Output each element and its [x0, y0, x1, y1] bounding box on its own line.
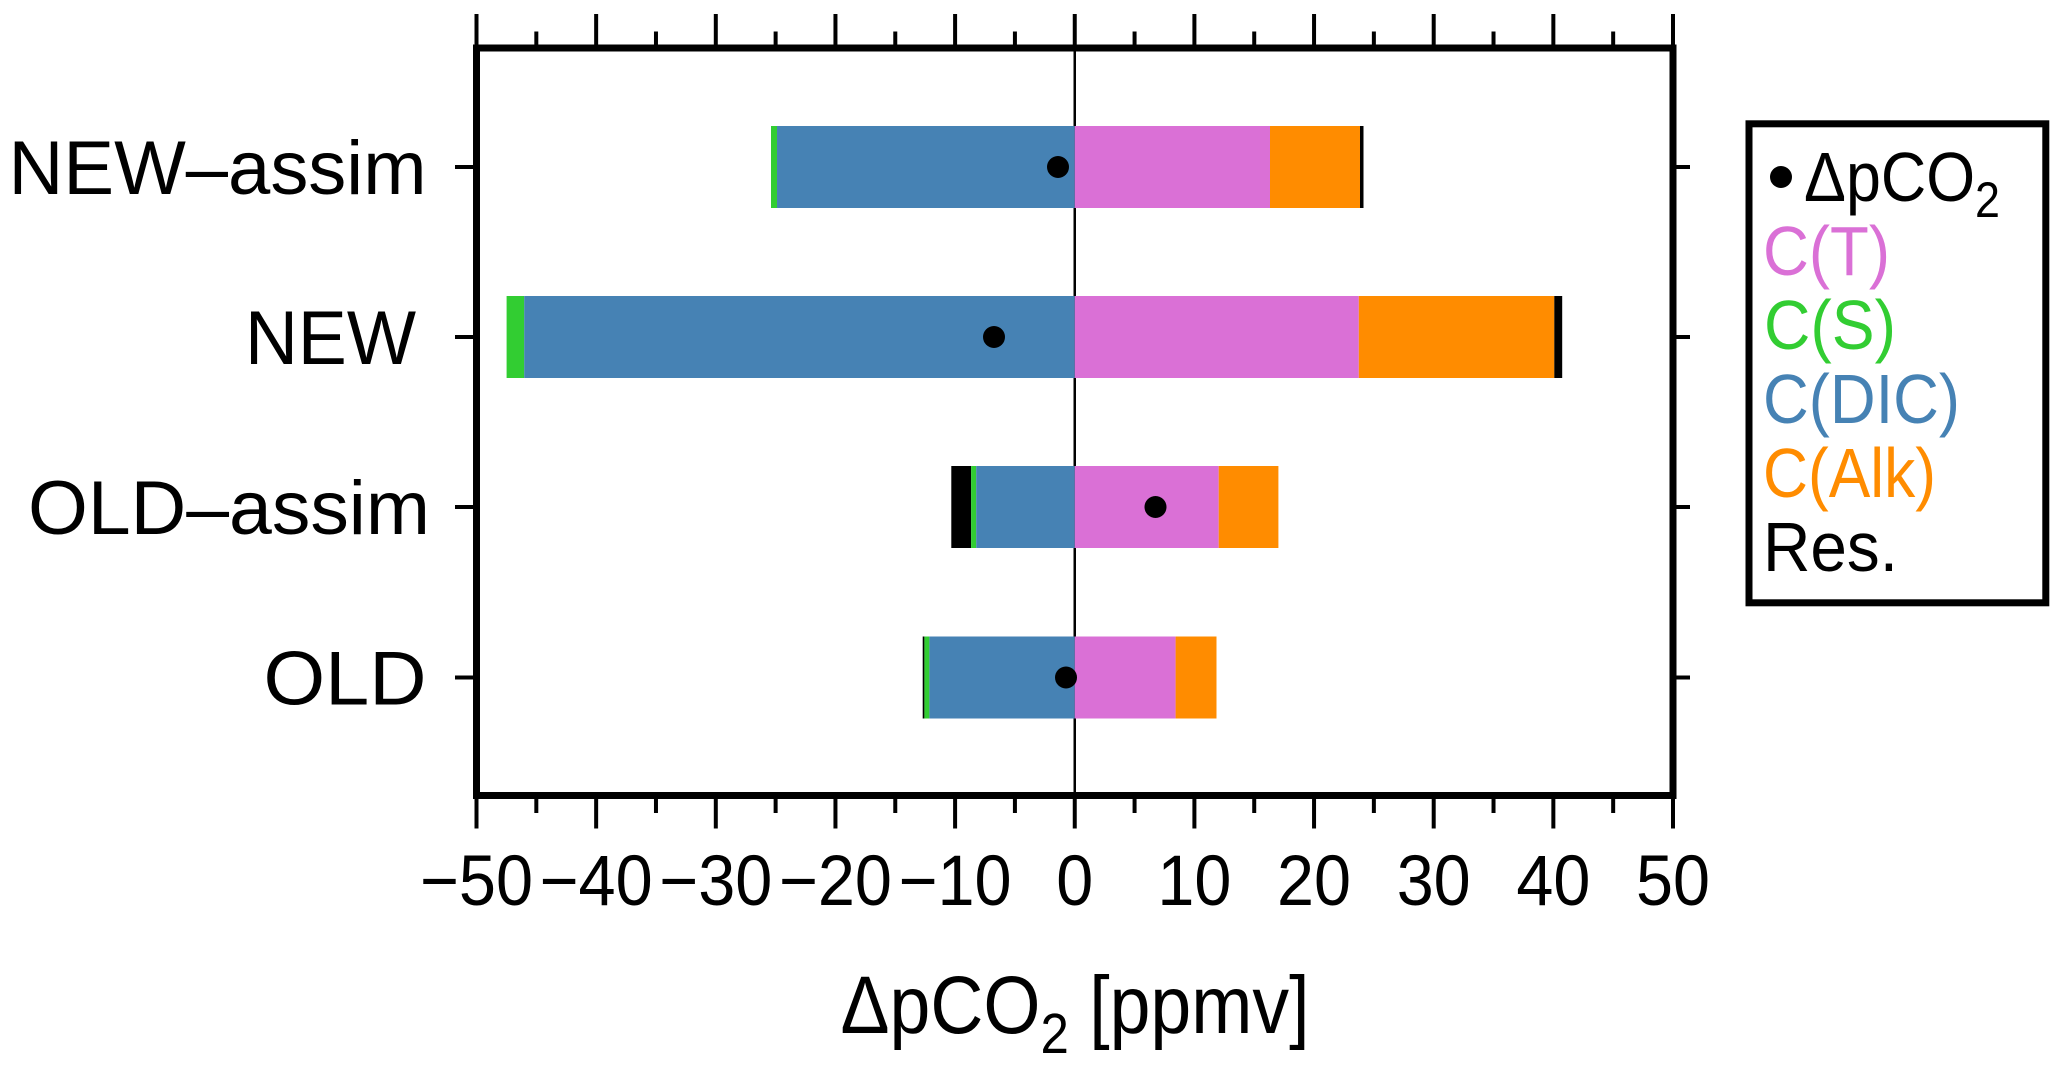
svg-text:NEW: NEW: [245, 296, 416, 381]
svg-text:C(T): C(T): [1763, 212, 1890, 290]
svg-text:OLD–assim: OLD–assim: [28, 466, 430, 551]
svg-text:−50: −50: [420, 842, 533, 921]
svg-text:ΔpCO2: ΔpCO2: [1804, 138, 2000, 228]
svg-text:C(Alk): C(Alk): [1763, 434, 1936, 512]
svg-text:0: 0: [1056, 842, 1093, 921]
svg-text:−40: −40: [540, 842, 653, 921]
svg-text:−30: −30: [659, 842, 772, 921]
svg-text:Res.: Res.: [1763, 508, 1898, 586]
svg-text:40: 40: [1516, 842, 1590, 921]
svg-text:C(DIC): C(DIC): [1763, 360, 1960, 438]
svg-text:NEW–assim: NEW–assim: [9, 126, 427, 211]
svg-text:C(S): C(S): [1764, 286, 1896, 364]
svg-text:10: 10: [1157, 842, 1231, 921]
svg-text:OLD: OLD: [264, 637, 427, 722]
svg-text:ΔpCO2 [ppmv]: ΔpCO2 [ppmv]: [841, 960, 1310, 1066]
svg-text:−10: −10: [899, 842, 1012, 921]
svg-text:30: 30: [1397, 842, 1471, 921]
svg-text:20: 20: [1277, 842, 1351, 921]
svg-text:50: 50: [1636, 842, 1710, 921]
svg-text:−20: −20: [779, 842, 892, 921]
